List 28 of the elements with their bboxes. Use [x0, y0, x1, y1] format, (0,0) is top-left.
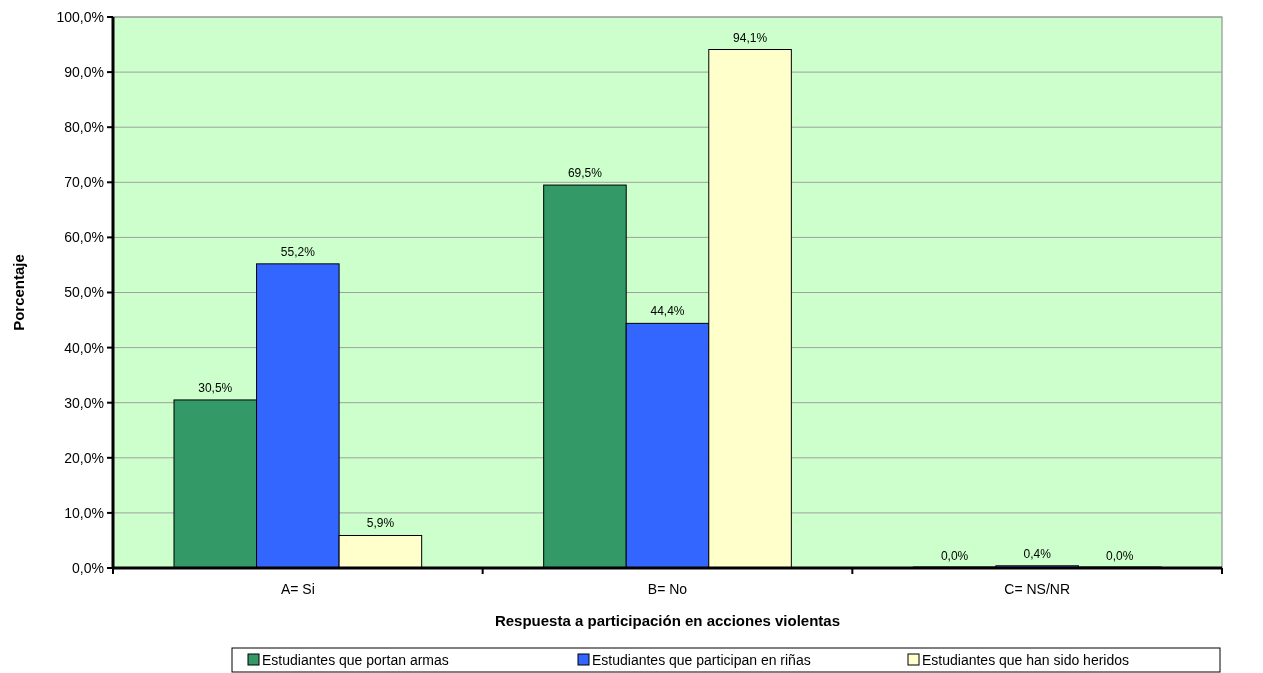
x-tick-label: B= No: [647, 581, 688, 597]
data-label: 94,1%: [733, 30, 768, 45]
data-label: 69,5%: [567, 166, 603, 181]
y-tick-label: 30,0%: [64, 394, 104, 411]
data-label: 0,4%: [1023, 546, 1052, 561]
data-label: 44,4%: [650, 304, 685, 319]
x-tick-label: C= NS/NR: [1004, 581, 1071, 597]
y-tick-label: 40,0%: [64, 339, 104, 356]
x-axis-title: Respuesta a participación en acciones violentas: [494, 612, 841, 629]
legend-label: Estudiantes que participan en riñas: [592, 651, 811, 668]
data-label: 55,2%: [280, 244, 316, 259]
x-tick-label: A= Si: [280, 581, 315, 597]
y-axis-title: Porcentaje: [10, 254, 27, 331]
y-tick-label: 10,0%: [64, 504, 104, 521]
y-tick-label: 0,0%: [72, 559, 104, 576]
y-tick-label: 100,0%: [56, 8, 104, 25]
y-tick-label: 90,0%: [64, 64, 104, 80]
y-tick-label: 20,0%: [64, 449, 104, 466]
data-label: 0,0%: [940, 549, 969, 563]
data-label: 30,5%: [198, 380, 233, 395]
data-label: 5,9%: [366, 516, 395, 531]
y-tick-label: 80,0%: [64, 119, 104, 136]
y-tick-label: 60,0%: [64, 229, 104, 246]
legend-label: Estudiantes que han sido heridos: [922, 651, 1130, 668]
y-tick-label: 50,0%: [64, 284, 104, 301]
data-label: 0,0%: [1106, 549, 1134, 563]
legend-label: Estudiantes que portan armas: [262, 651, 449, 668]
y-tick-label: 70,0%: [64, 174, 104, 191]
